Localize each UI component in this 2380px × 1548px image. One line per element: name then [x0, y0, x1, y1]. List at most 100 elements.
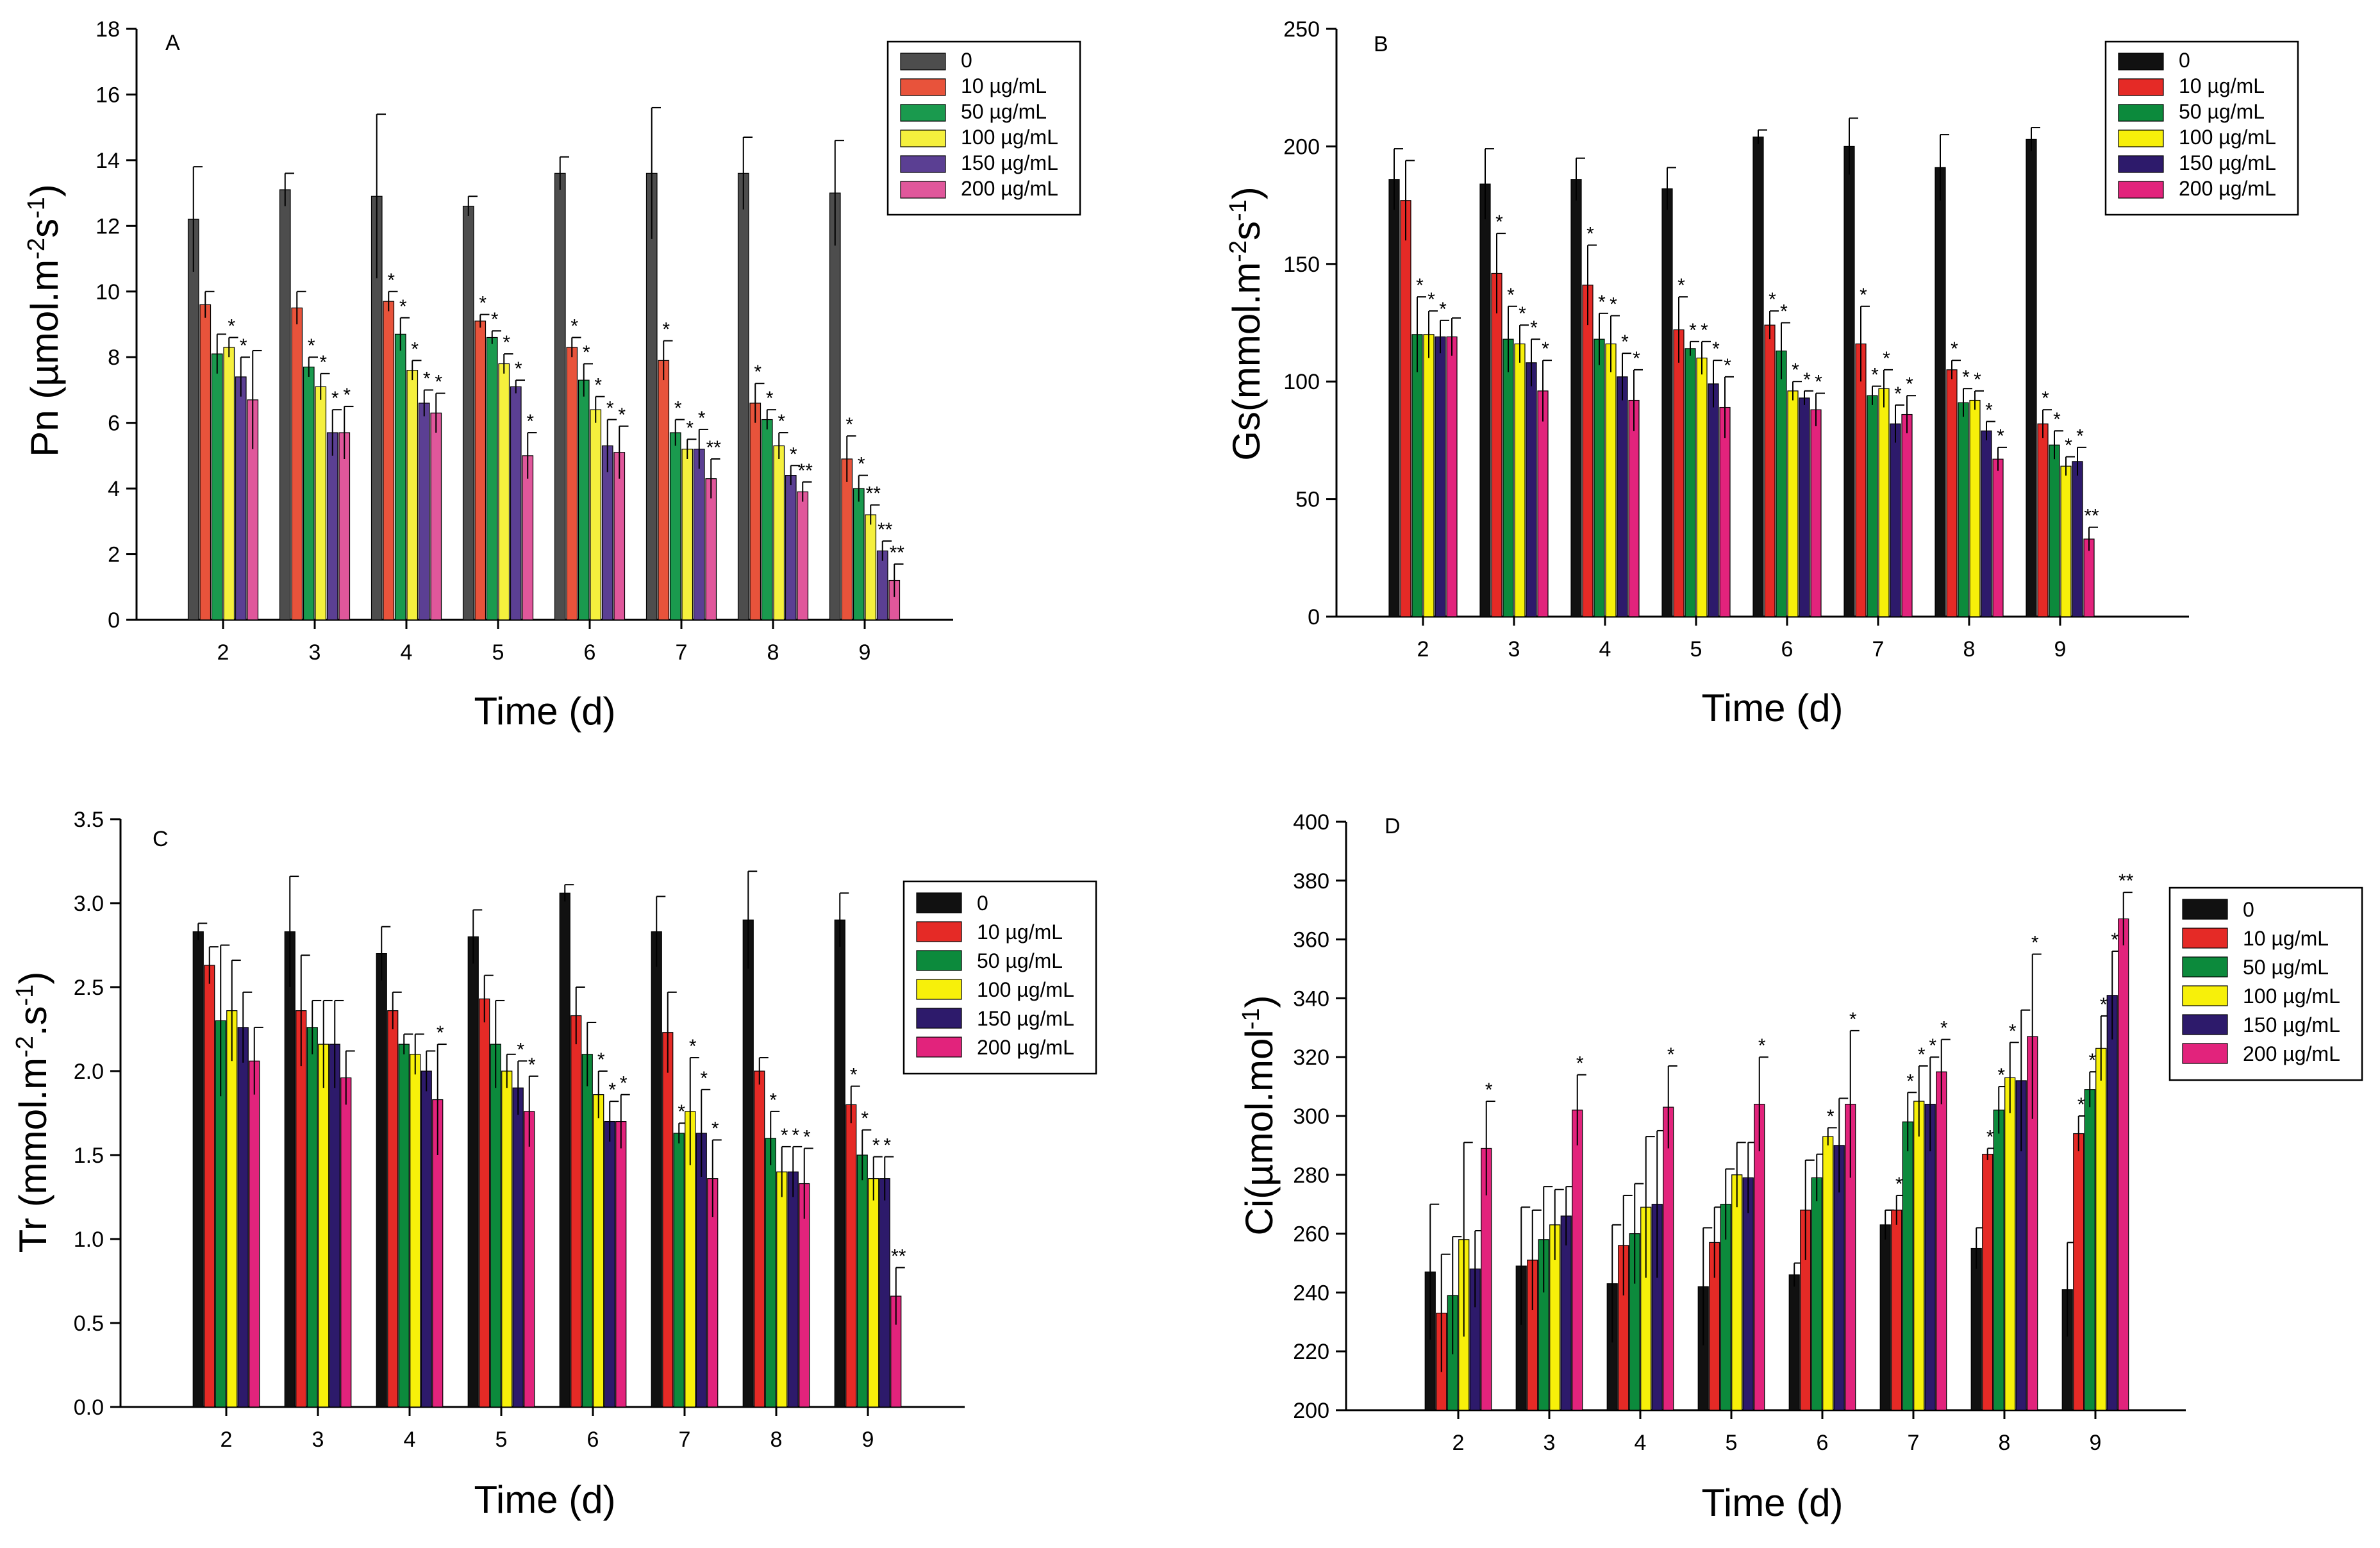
bar: [754, 1070, 765, 1408]
y-tick-label: 380: [1293, 869, 1329, 894]
bar: [340, 1077, 352, 1408]
bar: [204, 965, 215, 1408]
bar: [1811, 1177, 1822, 1411]
y-tick-label: 0.0: [74, 1395, 104, 1420]
bar: [420, 1070, 432, 1408]
bar: [2060, 465, 2072, 617]
legend-label: 200 µg/mL: [2243, 1042, 2340, 1065]
x-tick-label: 2: [217, 640, 229, 665]
bar: [615, 1120, 627, 1408]
y-title-sup: -2: [12, 1036, 38, 1058]
significance-marker: *: [674, 398, 682, 419]
bar: [1855, 343, 1867, 617]
legend-label: 150 µg/mL: [2243, 1013, 2340, 1036]
significance-marker: *: [754, 362, 761, 383]
legend-label: 10 µg/mL: [977, 920, 1063, 944]
significance-marker: *: [1416, 275, 1424, 296]
bar: [1981, 430, 1992, 617]
significance-marker: **: [878, 519, 893, 540]
bar: [1810, 409, 1822, 617]
x-tick-label: 6: [1817, 1431, 1829, 1455]
significance-marker: *: [689, 1036, 697, 1057]
y-axis-title: Gs(mmol.m-2s-1): [1225, 187, 1268, 461]
bar: [406, 370, 419, 620]
significance-marker: *: [1724, 355, 1731, 376]
bar: [2049, 444, 2060, 617]
significance-marker: *: [1519, 303, 1526, 324]
y-title-sup: -1: [1225, 199, 1252, 221]
bar: [326, 432, 338, 620]
significance-marker: *: [1906, 1070, 1914, 1092]
bar: [1708, 383, 1719, 617]
y-tick-label: 12: [96, 214, 120, 238]
y-axis-title: Pn (µmol.m-2s-1): [23, 184, 66, 457]
significance-marker: *: [712, 1118, 719, 1139]
significance-marker: *: [1906, 374, 1913, 395]
x-axis-title: Time (d): [1701, 1481, 1843, 1524]
significance-marker: *: [861, 1108, 869, 1129]
significance-marker: *: [1586, 223, 1594, 244]
significance-marker: *: [1610, 294, 1617, 315]
legend-label: 0: [977, 892, 988, 915]
legend-label: 150 µg/mL: [977, 1007, 1074, 1030]
significance-marker: *: [1427, 289, 1435, 310]
y-tick-label: 3.0: [74, 892, 104, 916]
bar: [418, 403, 430, 620]
legend-swatch: [2118, 53, 2164, 71]
significance-marker: *: [1871, 365, 1879, 386]
significance-marker: *: [1940, 1018, 1948, 1039]
significance-marker: *: [491, 309, 499, 330]
significance-marker: *: [1951, 338, 1958, 360]
y-axis-title: Ci(µmol.mol-1): [1238, 995, 1281, 1235]
significance-marker: *: [437, 1022, 444, 1044]
bar: [1764, 324, 1776, 617]
significance-marker: *: [1758, 1035, 1766, 1056]
x-tick-label: 5: [495, 1427, 508, 1452]
bar: [1446, 336, 1458, 617]
significance-marker: *: [2009, 1020, 2017, 1042]
y-title-part: ): [23, 184, 66, 197]
bar: [387, 1010, 399, 1408]
bar: [651, 931, 662, 1408]
bar: [318, 1044, 329, 1408]
bar: [1946, 369, 1958, 617]
bar: [1890, 423, 1901, 617]
significance-marker: *: [1997, 426, 2004, 447]
significance-marker: *: [1883, 348, 1890, 369]
bar: [761, 419, 773, 620]
bar: [1891, 1210, 1902, 1411]
x-tick-label: 3: [309, 640, 321, 665]
y-title-part: ): [1238, 995, 1281, 1008]
bar: [1502, 338, 1514, 617]
bar: [211, 353, 223, 620]
x-tick-label: 7: [1872, 637, 1885, 662]
bar: [673, 1133, 685, 1408]
y-tick-label: 1.5: [74, 1144, 104, 1168]
x-axis-title: Time (d): [474, 690, 615, 733]
legend-label: 10 µg/mL: [961, 74, 1047, 97]
y-tick-label: 400: [1293, 810, 1329, 835]
y-title-sup: -2: [23, 238, 50, 260]
bar: [295, 1010, 307, 1408]
significance-marker: *: [2111, 929, 2118, 951]
bar: [223, 347, 235, 620]
significance-marker: *: [1849, 1009, 1857, 1030]
significance-marker: *: [1633, 348, 1640, 369]
bar: [398, 1044, 410, 1408]
bar: [2095, 1047, 2107, 1411]
y-tick-label: 300: [1293, 1104, 1329, 1129]
y-tick-label: 2.5: [74, 976, 104, 1000]
bar: [187, 219, 199, 620]
significance-marker: *: [792, 1125, 799, 1146]
bar: [1901, 413, 1913, 617]
y-tick-label: 220: [1293, 1340, 1329, 1364]
significance-marker: *: [769, 1090, 777, 1111]
bar: [235, 376, 247, 620]
bar: [776, 1171, 788, 1408]
bar: [1594, 338, 1605, 617]
significance-marker: *: [1860, 285, 1867, 306]
significance-marker: *: [845, 414, 853, 435]
legend-swatch: [2118, 104, 2164, 122]
bar: [430, 412, 442, 620]
x-tick-label: 9: [2054, 637, 2067, 662]
